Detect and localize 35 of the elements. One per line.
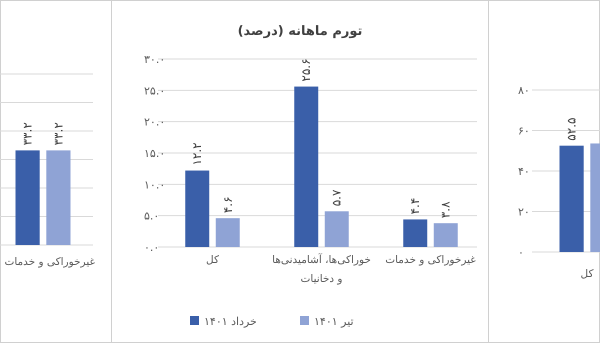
y-tick-label: ۲۰.۰ [144, 116, 166, 129]
bar [324, 211, 349, 247]
bar [434, 223, 458, 247]
y-tick-label: ۱۰.۰ [144, 178, 166, 192]
x-tick-label: کل [580, 268, 594, 280]
x-tick-label: خوراکی‌ها، آشامیدنی‌ها و دخانیات [272, 253, 371, 285]
x-tick-label: غیرخوراکی و خدمات [385, 254, 476, 266]
data-label: ۳.۸ [438, 200, 453, 218]
y-tick-label: ۲۵.۰ [144, 84, 166, 98]
data-label: ۳۳.۲ [51, 122, 66, 146]
chart-title: تورم ماهانه (درصد) [238, 24, 362, 39]
data-label: ۴.۴ [408, 198, 422, 214]
data-label: ۱۲.۲ [190, 142, 204, 166]
y-tick-label: ۶۰ [518, 124, 530, 138]
y-tick-label: ۱۵.۰ [144, 147, 166, 160]
data-label: ۳۳.۲ [20, 122, 35, 146]
bar [403, 219, 428, 247]
data-label: ۴.۶ [220, 196, 235, 214]
y-tick-label: ۰.۰ [144, 241, 160, 254]
y-tick-label: ۰ [518, 246, 524, 259]
data-label: ۵.۷ [330, 189, 344, 206]
y-tick-label: ۸۰ [518, 84, 530, 97]
data-label: ۲۵.۶ [299, 58, 314, 82]
legend-label: تیر ۱۴۰۱ [314, 315, 354, 328]
y-tick-label: ۵.۰ [144, 210, 160, 223]
y-tick-label: ۳۰.۰ [144, 53, 166, 66]
bar [185, 170, 210, 247]
bar [294, 86, 318, 247]
x-tick-label: کل [206, 254, 219, 266]
data-label: ۵۲.۵ [564, 118, 579, 141]
x-tick-label: غیرخوراکی و خدمات [4, 256, 96, 268]
y-tick-label: ۴۰ [518, 165, 530, 178]
y-tick-label: ۲۰ [518, 206, 530, 218]
bar [216, 218, 240, 247]
legend-label: خرداد ۱۴۰۱ [204, 315, 257, 328]
